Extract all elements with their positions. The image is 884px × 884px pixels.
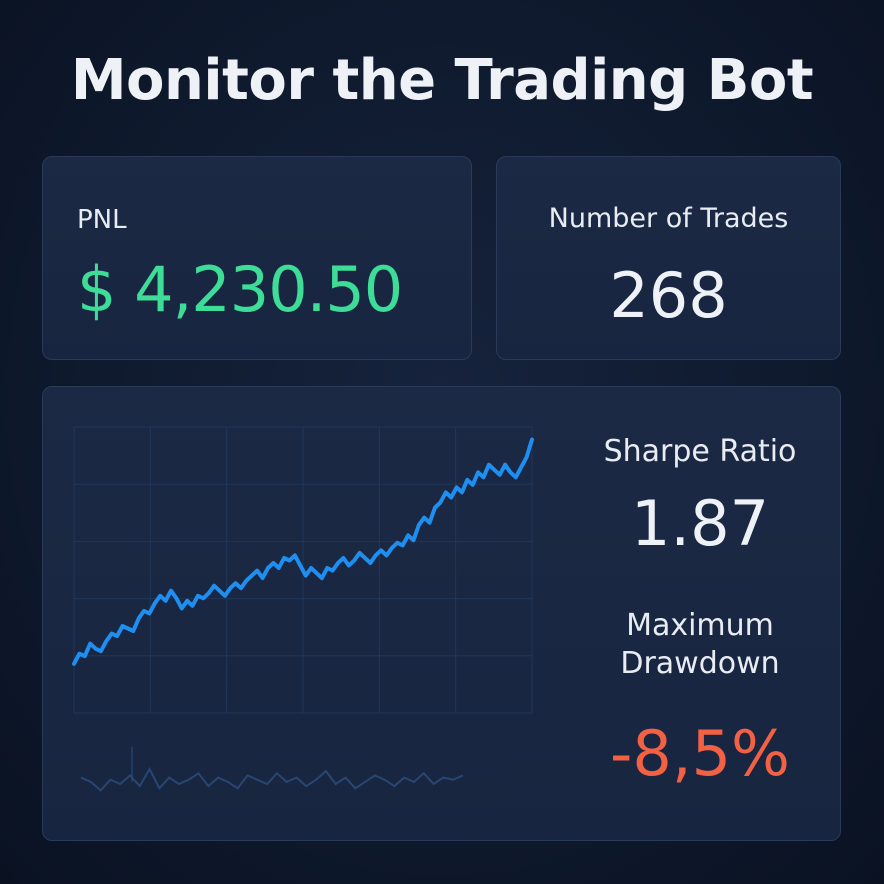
max-drawdown-label-text: Maximum Drawdown: [620, 608, 780, 681]
page-title: Monitor the Trading Bot: [70, 48, 814, 113]
trades-card: Number of Trades 268: [496, 156, 841, 360]
equity-line: [72, 437, 534, 666]
sharpe-ratio-label: Sharpe Ratio: [603, 434, 797, 469]
sharpe-ratio-value: 1.87: [630, 487, 770, 560]
trades-label: Number of Trades: [548, 203, 789, 234]
trades-value: 268: [609, 259, 728, 332]
pnl-card: PNL $ 4,230.50: [42, 156, 472, 360]
pnl-value: $ 4,230.50: [77, 253, 403, 326]
max-drawdown-value: -8,5%: [610, 717, 790, 790]
volume-line: [80, 766, 464, 792]
performance-card: Sharpe Ratio 1.87 Maximum Drawdown -8,5%: [42, 386, 841, 841]
pnl-label: PNL: [77, 205, 127, 235]
max-drawdown-label: Maximum Drawdown: [575, 607, 825, 683]
equity-chart: [72, 426, 534, 792]
